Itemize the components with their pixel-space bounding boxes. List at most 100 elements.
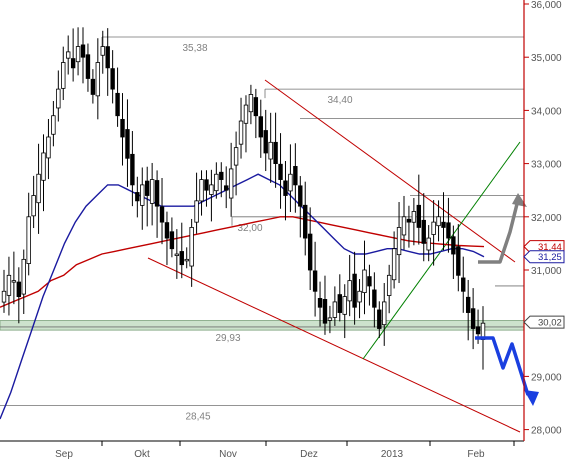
price-badge-label: 31,44 bbox=[538, 242, 562, 253]
scenario-arrow-up bbox=[478, 199, 520, 264]
candle bbox=[470, 288, 476, 350]
candle-body bbox=[154, 180, 160, 207]
candle bbox=[174, 229, 180, 279]
y-tick-label: 28,000 bbox=[531, 426, 562, 437]
candle bbox=[391, 231, 397, 289]
moving-averages bbox=[0, 173, 485, 420]
level-label: 28,45 bbox=[185, 412, 210, 423]
candle bbox=[278, 133, 283, 209]
candle bbox=[184, 247, 189, 269]
candle-body bbox=[293, 166, 298, 186]
candle-body bbox=[283, 180, 288, 196]
candle-body bbox=[303, 204, 308, 239]
candle-body bbox=[298, 185, 303, 207]
channel-upper-line bbox=[264, 79, 516, 263]
candle bbox=[31, 175, 36, 229]
candle-body bbox=[416, 204, 422, 228]
candle-body bbox=[179, 251, 184, 266]
candle-body bbox=[61, 62, 66, 89]
candle bbox=[154, 170, 160, 238]
candle bbox=[159, 177, 165, 245]
candle-body bbox=[436, 216, 441, 227]
candle-body bbox=[372, 289, 377, 308]
candle-body bbox=[307, 233, 313, 271]
candle-body bbox=[342, 296, 347, 315]
moving-average-red bbox=[0, 216, 485, 308]
candle bbox=[164, 211, 170, 266]
candle-body bbox=[386, 274, 392, 296]
candle-body bbox=[268, 141, 273, 160]
candle bbox=[243, 95, 249, 153]
candle bbox=[377, 301, 382, 338]
candle-body bbox=[426, 237, 431, 251]
price-badge: 31,25 bbox=[523, 250, 565, 264]
candle-body bbox=[253, 97, 259, 117]
candle-body bbox=[263, 130, 268, 154]
candle bbox=[228, 142, 234, 217]
candle bbox=[169, 217, 175, 258]
candle bbox=[372, 272, 377, 328]
candle-body bbox=[248, 94, 254, 113]
candle bbox=[263, 109, 268, 172]
candle bbox=[189, 218, 194, 287]
x-tick-label: Okt bbox=[134, 449, 150, 460]
candle-body bbox=[456, 246, 461, 276]
candle bbox=[298, 176, 303, 238]
candle-body bbox=[184, 258, 189, 262]
y-tick-label: 31,000 bbox=[531, 266, 562, 277]
candle-body bbox=[80, 44, 86, 58]
candle bbox=[451, 225, 456, 279]
candle bbox=[327, 305, 333, 334]
candle bbox=[411, 197, 417, 246]
candle bbox=[317, 281, 323, 327]
candle bbox=[26, 192, 31, 276]
candle-body bbox=[145, 180, 150, 196]
channel-lower-line bbox=[147, 257, 521, 433]
candle bbox=[80, 27, 86, 84]
candle bbox=[179, 222, 184, 279]
candle bbox=[436, 200, 441, 242]
y-tick-label: 35,000 bbox=[531, 53, 562, 64]
candle bbox=[219, 162, 224, 198]
candle bbox=[406, 205, 412, 248]
candle bbox=[273, 112, 278, 188]
candle-body bbox=[26, 216, 31, 264]
candle bbox=[135, 176, 140, 218]
candle bbox=[367, 264, 372, 306]
candle bbox=[362, 240, 367, 315]
candle-body bbox=[149, 179, 155, 204]
candle bbox=[456, 224, 461, 292]
price-badge: 30,02 bbox=[523, 315, 565, 329]
scenario-arrow-down-head bbox=[524, 390, 539, 406]
candle bbox=[110, 50, 115, 104]
candle-body bbox=[51, 115, 56, 135]
candle bbox=[214, 162, 219, 199]
candle-body bbox=[95, 62, 101, 97]
candle-body bbox=[312, 270, 318, 292]
candle bbox=[426, 225, 431, 262]
x-tick-label: Feb bbox=[467, 449, 485, 460]
level-label: 29,93 bbox=[215, 333, 240, 344]
candle-body bbox=[16, 281, 22, 298]
candle-body bbox=[65, 51, 71, 59]
candle-body bbox=[115, 92, 120, 117]
candle-body bbox=[441, 221, 446, 228]
candle bbox=[238, 97, 244, 159]
scenario-arrows bbox=[475, 193, 539, 406]
candle-body bbox=[31, 195, 36, 217]
candle-body bbox=[11, 280, 17, 283]
scenario-arrow-up-head bbox=[512, 193, 527, 207]
candle-body bbox=[169, 231, 175, 250]
candle bbox=[396, 202, 402, 284]
candle-body bbox=[451, 236, 456, 255]
candle-body bbox=[110, 68, 115, 90]
candle-body bbox=[100, 46, 105, 56]
price-badge-box bbox=[523, 315, 565, 329]
candle-body bbox=[258, 116, 263, 138]
candle-body bbox=[1, 290, 7, 303]
candle-body bbox=[273, 141, 278, 165]
candle-body bbox=[36, 173, 41, 204]
